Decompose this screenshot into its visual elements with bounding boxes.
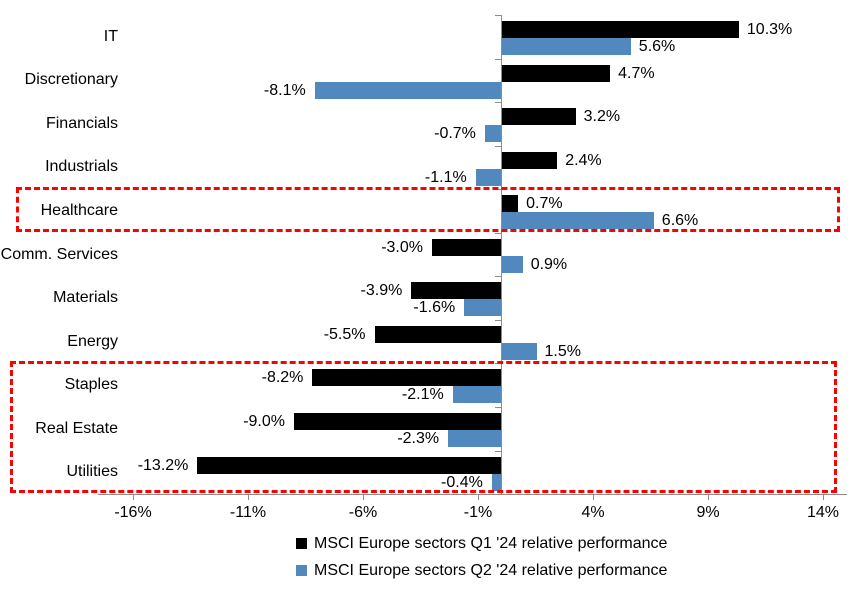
x-axis-tick [133, 494, 134, 500]
category-label: Staples [64, 376, 118, 394]
legend-label-q2: MSCI Europe sectors Q2 '24 relative perf… [314, 561, 668, 579]
x-axis-line [98, 494, 847, 495]
value-label-q2-discretionary: -8.1% [263, 81, 306, 99]
value-label-q1-industrials: 2.4% [565, 151, 602, 169]
bar-q1-staples [312, 369, 501, 387]
bar-q1-utilities [197, 456, 501, 474]
value-label-q2-industrials: -1.1% [424, 168, 467, 186]
y-axis-tick [495, 363, 502, 365]
x-axis-tick [248, 494, 249, 500]
bar-q1-materials [411, 282, 501, 300]
legend-swatch-q2 [296, 565, 307, 576]
value-label-q2-comm-services: 0.9% [530, 255, 568, 273]
y-axis-tick [495, 58, 502, 60]
value-label-q2-financials: -0.7% [434, 125, 476, 143]
x-tick-label: -11% [229, 504, 267, 521]
value-label-q1-healthcare: 0.7% [526, 195, 563, 213]
x-tick-label: -16% [114, 504, 152, 521]
y-axis-tick [495, 494, 502, 495]
bar-q2-utilities [491, 473, 501, 491]
legend-item-q1: MSCI Europe sectors Q1 '24 relative perf… [296, 534, 667, 553]
bar-q2-materials [464, 299, 501, 317]
category-label: Energy [67, 332, 118, 350]
bar-q2-staples [452, 386, 501, 404]
y-axis-tick [495, 15, 502, 16]
category-label: Discretionary [24, 71, 118, 89]
bar-q2-discretionary [314, 81, 501, 99]
value-label-q2-real-estate: -2.3% [397, 429, 440, 447]
category-label: Real Estate [35, 419, 118, 437]
x-axis-tick [363, 494, 364, 500]
category-label: Industrials [45, 158, 118, 176]
value-label-q1-comm-services: -3.0% [381, 238, 423, 256]
y-axis-tick [495, 232, 502, 234]
y-axis-tick [495, 276, 502, 278]
bar-q1-industrials [502, 151, 558, 169]
category-label: Comm. Services [0, 245, 118, 263]
y-axis-tick [495, 145, 502, 147]
value-label-q1-energy: -5.5% [323, 325, 366, 343]
x-axis-tick [478, 494, 479, 500]
bar-q1-comm-services [432, 238, 501, 256]
x-axis-tick [593, 494, 594, 500]
category-label: Financials [45, 114, 118, 132]
value-label-q2-utilities: -0.4% [441, 473, 483, 491]
bar-q1-it [502, 21, 739, 38]
x-axis-tick [823, 494, 824, 500]
value-label-q1-staples: -8.2% [261, 369, 304, 387]
x-tick-label: -1% [463, 504, 493, 521]
legend-label-q1: MSCI Europe sectors Q1 '24 relative perf… [314, 534, 668, 552]
bar-q1-real-estate [294, 412, 501, 430]
value-label-q1-utilities: -13.2% [137, 456, 189, 474]
x-tick-label: 9% [696, 504, 720, 521]
value-label-q2-healthcare: 6.6% [661, 212, 699, 230]
bar-q1-financials [502, 108, 576, 126]
legend-swatch-q1 [296, 538, 307, 549]
highlight-box-healthcare [16, 187, 840, 232]
category-label: IT [103, 27, 118, 45]
value-label-q2-materials: -1.6% [413, 299, 456, 317]
bar-q2-healthcare [502, 212, 654, 230]
x-tick-label: -6% [348, 504, 378, 521]
y-axis-tick [495, 102, 502, 104]
category-label: Healthcare [40, 202, 118, 219]
bar-q2-real-estate [448, 429, 501, 447]
bar-q1-healthcare [502, 195, 519, 213]
x-axis-tick [708, 494, 709, 500]
x-tick-label: 14% [806, 504, 840, 521]
value-label-q2-energy: 1.5% [544, 342, 581, 360]
value-label-q2-it: 5.6% [638, 38, 676, 55]
y-axis-tick [495, 189, 502, 191]
value-label-q1-financials: 3.2% [583, 108, 621, 126]
bar-q1-energy [374, 325, 501, 343]
value-label-q1-discretionary: 4.7% [618, 64, 655, 82]
y-axis-tick [495, 450, 502, 452]
value-label-q1-real-estate: -9.0% [243, 412, 285, 430]
bar-q1-discretionary [502, 64, 611, 82]
category-label: Materials [53, 289, 118, 307]
x-tick-label: 4% [581, 504, 605, 521]
y-axis-tick [495, 319, 502, 321]
bar-q2-energy [502, 342, 537, 360]
legend-item-q2: MSCI Europe sectors Q2 '24 relative perf… [296, 561, 667, 580]
y-axis-tick [495, 406, 502, 408]
value-label-q1-materials: -3.9% [360, 282, 403, 300]
y-axis-line [501, 15, 502, 494]
bar-q2-industrials [475, 168, 501, 186]
bar-q2-comm-services [502, 255, 523, 273]
value-label-q1-it: 10.3% [746, 21, 793, 38]
bar-q2-it [502, 38, 631, 55]
value-label-q2-staples: -2.1% [401, 386, 444, 404]
category-label: Utilities [66, 463, 118, 481]
bar-q2-financials [484, 125, 501, 143]
